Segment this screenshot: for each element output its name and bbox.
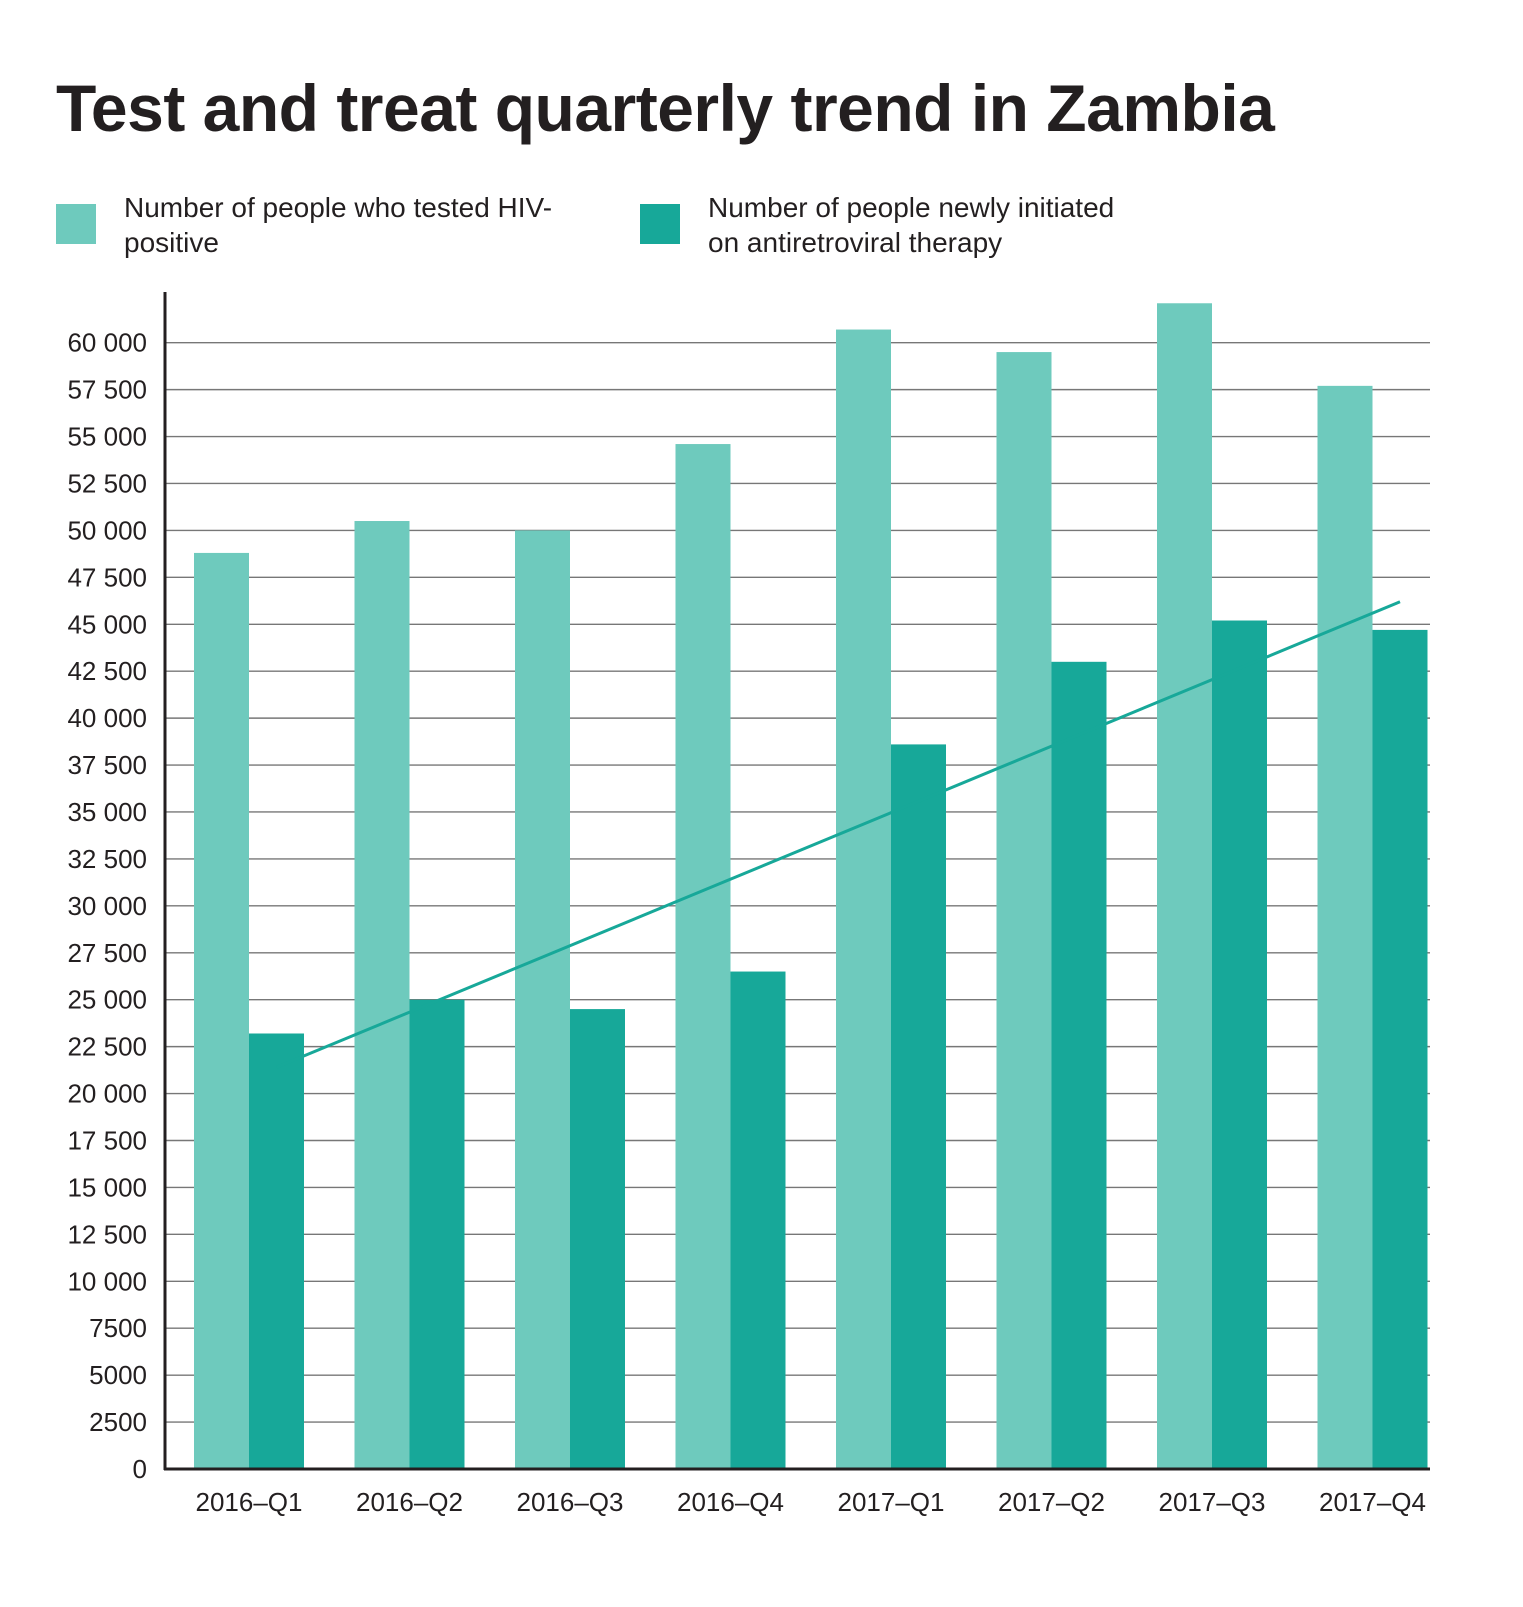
x-tick-label: 2016–Q4 [677, 1487, 784, 1517]
y-tick-label: 0 [133, 1454, 147, 1484]
bar-tested-positive [996, 352, 1052, 1469]
bar-initiated-art [1372, 629, 1428, 1469]
x-tick-label: 2016–Q2 [356, 1487, 463, 1517]
y-tick-label: 12 500 [67, 1219, 147, 1249]
x-tick-label: 2017–Q3 [1159, 1487, 1266, 1517]
y-tick-label: 15 000 [67, 1172, 147, 1202]
y-tick-label: 25 000 [67, 985, 147, 1015]
y-tick-label: 37 500 [67, 750, 147, 780]
legend-label-initiated-art: Number of people newly initiated on anti… [708, 192, 1115, 258]
bar-tested-positive [675, 444, 731, 1470]
bar-tested-positive [836, 329, 891, 1470]
y-tick-label: 2500 [89, 1407, 147, 1437]
chart-title: Test and treat quarterly trend in Zambia [56, 71, 1275, 145]
y-tick-label: 47 500 [67, 562, 147, 592]
y-tick-label: 5000 [89, 1360, 147, 1390]
bar-initiated-art [1051, 661, 1107, 1469]
bar-tested-positive [1317, 385, 1373, 1470]
y-tick-label: 27 500 [67, 938, 147, 968]
y-tick-label: 40 000 [67, 703, 147, 733]
y-tick-label: 17 500 [67, 1125, 147, 1155]
bar-tested-positive [194, 552, 249, 1469]
y-tick-label: 45 000 [67, 609, 147, 639]
bar-tested-positive [1157, 303, 1212, 1469]
y-tick-label: 30 000 [67, 891, 147, 921]
legend-swatch-tested-positive [56, 204, 96, 244]
x-tick-label: 2017–Q4 [1319, 1487, 1426, 1517]
y-tick-label: 35 000 [67, 797, 147, 827]
legend-item-initiated-art: Number of people newly initiated on anti… [640, 190, 1148, 260]
y-tick-label: 57 500 [67, 375, 147, 405]
bar-initiated-art [570, 1009, 625, 1469]
y-tick-label: 55 000 [67, 422, 147, 452]
y-tick-label: 50 000 [67, 515, 147, 545]
bar-initiated-art [249, 1033, 304, 1469]
x-tick-label: 2016–Q1 [196, 1487, 303, 1517]
y-tick-label: 42 500 [67, 656, 147, 686]
y-tick-label: 22 500 [67, 1032, 147, 1062]
trendline [275, 600, 1401, 1069]
bar-initiated-art [1212, 620, 1267, 1469]
legend-swatch-initiated-art [640, 204, 680, 244]
y-tick-label: 52 500 [67, 468, 147, 498]
x-tick-label: 2016–Q3 [517, 1487, 624, 1517]
bar-initiated-art [409, 999, 465, 1469]
y-tick-label: 7500 [89, 1313, 147, 1343]
bar-tested-positive [354, 521, 410, 1469]
x-tick-label: 2017–Q1 [838, 1487, 945, 1517]
y-tick-label: 32 500 [67, 844, 147, 874]
legend-label-tested-positive: Number of people who tested HIV-positive [124, 192, 553, 258]
bar-tested-positive [515, 530, 570, 1469]
bar-initiated-art [730, 971, 786, 1469]
bar-initiated-art [891, 744, 946, 1469]
y-tick-label: 20 000 [67, 1079, 147, 1109]
y-tick-label: 10 000 [67, 1266, 147, 1296]
legend-item-tested-positive: Number of people who tested HIV-positive [56, 190, 564, 260]
y-tick-label: 60 000 [67, 328, 147, 358]
x-tick-label: 2017–Q2 [998, 1487, 1105, 1517]
